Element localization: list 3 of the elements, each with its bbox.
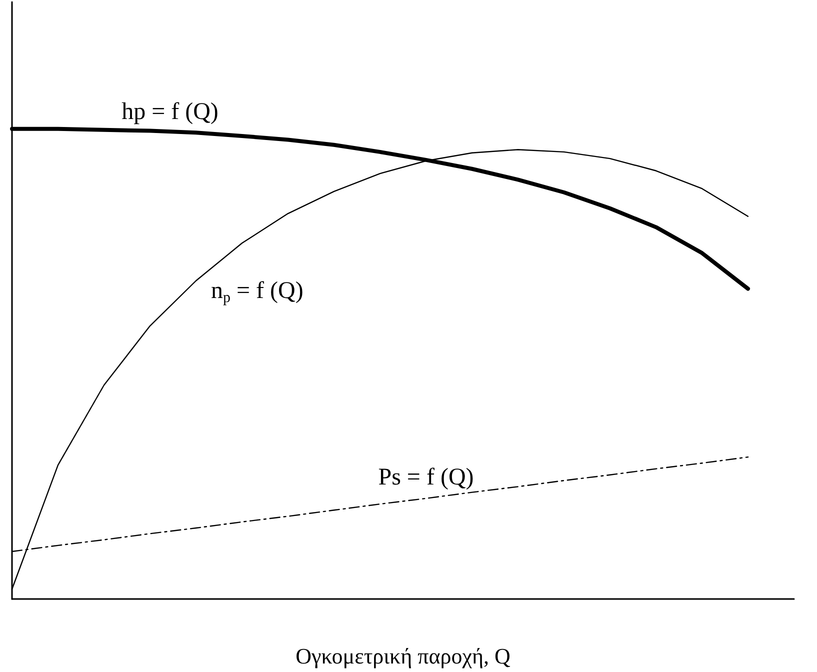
series-label: hp = f (Q) — [122, 98, 218, 125]
x-axis-title: Ογκομετρική παροχή, Q — [296, 644, 511, 668]
series-label: Ps = f (Q) — [378, 464, 474, 490]
